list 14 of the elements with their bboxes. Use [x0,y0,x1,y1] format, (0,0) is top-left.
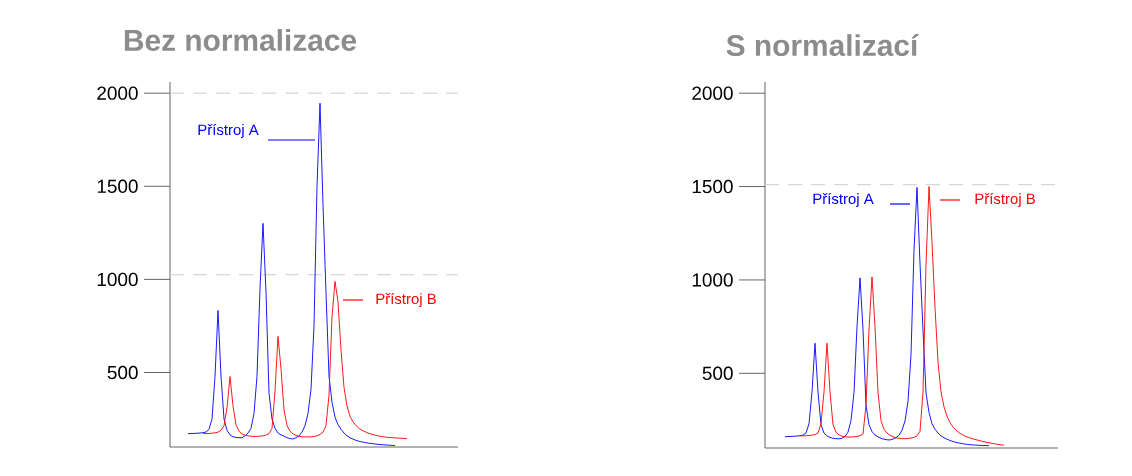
text: Přístroj A [198,123,259,139]
y-tick-label: 1000 [692,273,733,287]
y-tick-label: 2000 [97,86,138,100]
chart-title: S normalizací [726,33,920,57]
y-tick-label: 500 [107,365,138,380]
legend-label: Přístroj B [975,192,1035,208]
y-tick-label: 2000 [692,86,733,100]
y-tick-label: 1000 [97,272,138,287]
y-tick-label: 500 [702,366,733,381]
y-tick-label: 1500 [692,179,733,194]
legend-label: Přístroj B [376,292,436,308]
chart-title: Bez normalizace [124,29,357,51]
text: Přístroj A [813,192,874,208]
y-tick-label: 1500 [97,179,138,193]
